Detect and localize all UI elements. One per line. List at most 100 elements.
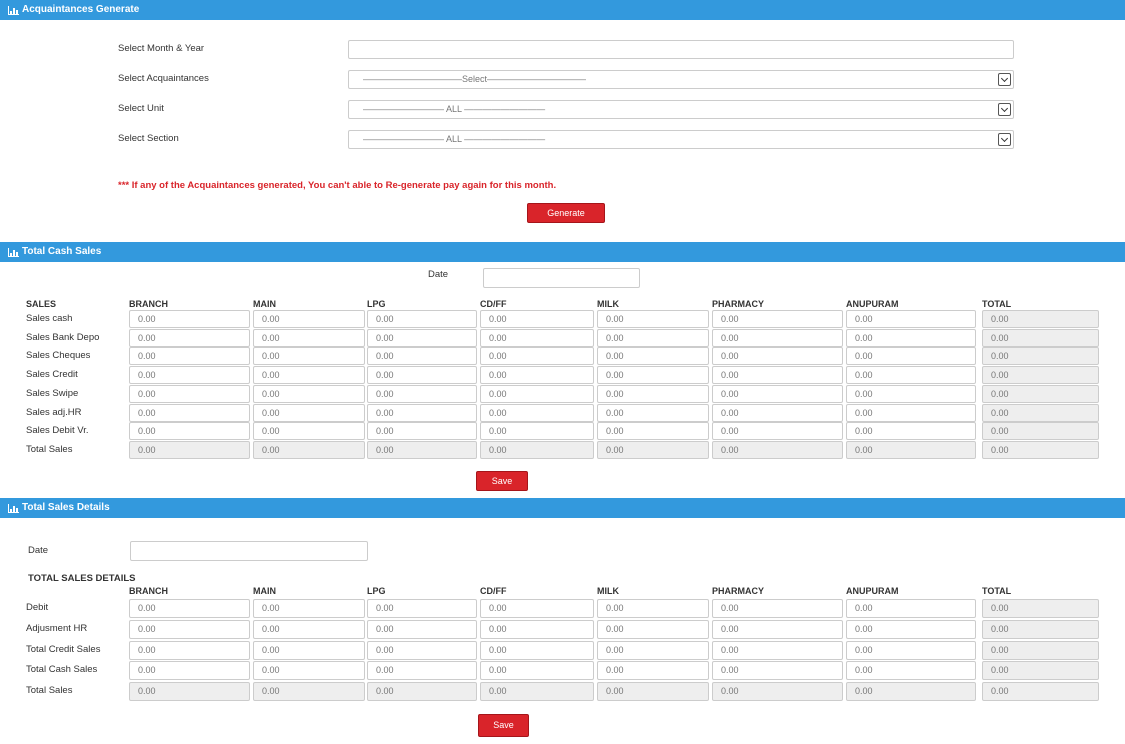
cell-input[interactable]: 0.00 [129,347,250,366]
column-header: CD/FF [480,586,507,596]
row-label: Debit [26,602,49,613]
cell-input[interactable]: 0.00 [367,422,477,441]
cell-input[interactable]: 0.00 [846,310,976,328]
generate-button[interactable]: Generate [527,203,605,223]
cell-input[interactable]: 0.00 [846,347,976,366]
cell-input[interactable]: 0.00 [597,661,709,681]
cell-input[interactable]: 0.00 [129,619,250,639]
row-label: Sales adj.HR [26,406,82,418]
cell-input[interactable]: 0.00 [480,640,594,660]
section-header: Total Sales Details [0,498,1125,518]
cell-input[interactable]: 0.00 [253,640,365,660]
cell-input[interactable]: 0.00 [712,366,843,385]
cell-input[interactable]: 0.00 [367,599,477,618]
cell-input[interactable]: 0.00 [129,310,250,328]
cell-input[interactable]: 0.00 [480,661,594,681]
cell-input[interactable]: 0.00 [367,619,477,639]
date-input[interactable] [130,541,368,561]
cell-input: 0.00 [712,682,843,702]
cell-input[interactable]: 0.00 [129,661,250,681]
column-header: ANUPURAM [846,586,899,596]
cell-input[interactable]: 0.00 [480,328,594,347]
cell-input[interactable]: 0.00 [712,661,843,681]
cell-input[interactable]: 0.00 [253,384,365,403]
cell-input[interactable]: 0.00 [712,328,843,347]
cell-input[interactable]: 0.00 [712,599,843,618]
cell-input[interactable]: 0.00 [367,310,477,328]
cell-input[interactable]: 0.00 [253,661,365,681]
cell-input[interactable]: 0.00 [712,384,843,403]
cell-input[interactable]: 0.00 [253,310,365,328]
cell-input[interactable]: 0.00 [846,366,976,385]
cell-input[interactable]: 0.00 [129,640,250,660]
column-header: MILK [597,299,619,309]
cell-input[interactable]: 0.00 [712,422,843,441]
cell-input[interactable]: 0.00 [367,403,477,422]
cell-input[interactable]: 0.00 [846,422,976,441]
cell-input[interactable]: 0.00 [846,619,976,639]
cell-input[interactable]: 0.00 [597,347,709,366]
cell-input[interactable]: 0.00 [480,384,594,403]
cell-input[interactable]: 0.00 [253,366,365,385]
cell-input[interactable]: 0.00 [367,366,477,385]
cell-input[interactable]: 0.00 [712,640,843,660]
cell-input[interactable]: 0.00 [480,347,594,366]
select-box[interactable]: ———————————Select——————————— [348,70,1014,89]
cell-input: 0.00 [129,440,250,459]
cell-input[interactable]: 0.00 [253,328,365,347]
cell-input[interactable]: 0.00 [846,661,976,681]
cell-input[interactable]: 0.00 [480,403,594,422]
column-header: SALES [26,299,57,309]
row-label: Total Cash Sales [26,664,98,676]
cell-input[interactable]: 0.00 [712,403,843,422]
cell-input: 0.00 [982,347,1099,366]
cell-input[interactable]: 0.00 [253,619,365,639]
cell-input[interactable]: 0.00 [253,347,365,366]
cell-input[interactable]: 0.00 [367,661,477,681]
cell-input[interactable]: 0.00 [712,310,843,328]
cell-input[interactable]: 0.00 [846,640,976,660]
select-box[interactable]: ————————— ALL ————————— [348,100,1014,119]
cell-input[interactable]: 0.00 [253,599,365,618]
cell-input[interactable]: 0.00 [597,403,709,422]
cell-input: 0.00 [982,422,1099,441]
cell-input[interactable]: 0.00 [129,403,250,422]
select-box[interactable]: ————————— ALL ————————— [348,130,1014,149]
cell-input[interactable]: 0.00 [846,328,976,347]
cell-input[interactable]: 0.00 [480,366,594,385]
cell-input[interactable]: 0.00 [129,384,250,403]
cell-input[interactable]: 0.00 [129,599,250,618]
cell-input[interactable]: 0.00 [367,328,477,347]
cell-input[interactable]: 0.00 [846,403,976,422]
cell-input[interactable]: 0.00 [597,328,709,347]
cell-input[interactable]: 0.00 [712,619,843,639]
cell-input[interactable]: 0.00 [597,422,709,441]
cell-input[interactable]: 0.00 [846,384,976,403]
cell-input[interactable]: 0.00 [480,310,594,328]
cell-input[interactable]: 0.00 [846,599,976,618]
date-input[interactable] [483,268,640,288]
cell-input[interactable]: 0.00 [597,640,709,660]
cell-input[interactable]: 0.00 [712,347,843,366]
save-button[interactable]: Save [476,471,528,491]
cell-input[interactable]: 0.00 [129,422,250,441]
cell-input[interactable]: 0.00 [367,384,477,403]
cell-input[interactable]: 0.00 [597,384,709,403]
save-button[interactable]: Save [478,714,529,737]
cell-input[interactable]: 0.00 [480,619,594,639]
cell-input[interactable]: 0.00 [367,640,477,660]
cell-input[interactable]: 0.00 [129,328,250,347]
cell-input[interactable]: 0.00 [597,366,709,385]
cell-input[interactable]: 0.00 [597,619,709,639]
select-arrow [998,133,1011,146]
cell-input[interactable]: 0.00 [253,422,365,441]
cell-input[interactable]: 0.00 [129,366,250,385]
cell-input[interactable]: 0.00 [480,599,594,618]
text-input[interactable] [348,40,1014,59]
cell-input[interactable]: 0.00 [597,599,709,618]
cell-input[interactable]: 0.00 [480,422,594,441]
cell-input[interactable]: 0.00 [253,403,365,422]
cell-input[interactable]: 0.00 [597,310,709,328]
cell-input[interactable]: 0.00 [367,347,477,366]
column-header: CD/FF [480,299,507,309]
